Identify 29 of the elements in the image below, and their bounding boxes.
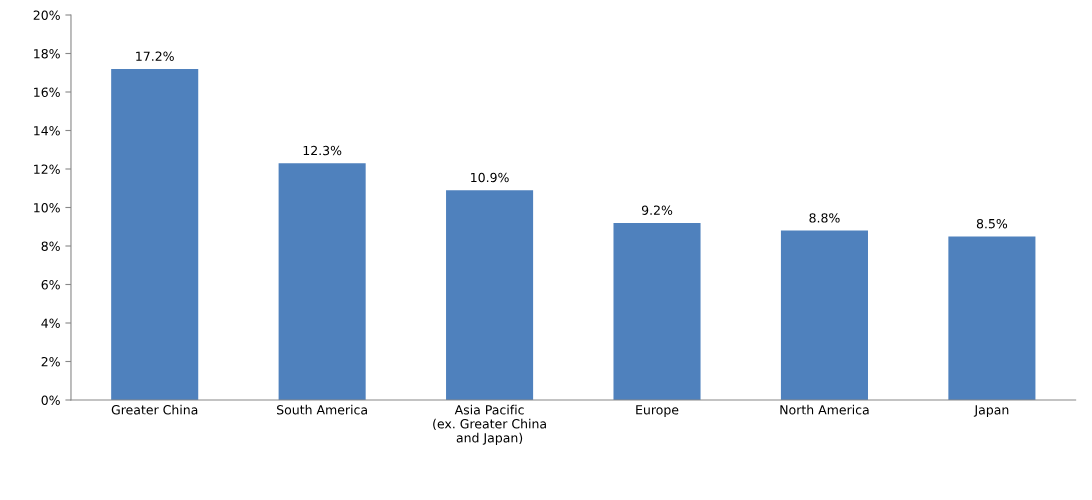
y-tick-label: 8% (41, 241, 60, 251)
y-tick-label: 2% (41, 356, 60, 367)
x-tick-label: Japan (973, 405, 1009, 417)
x-tick-label: South America (277, 404, 367, 415)
bar (613, 222, 701, 400)
y-tick-label: 10% (34, 202, 60, 213)
x-tick-label: Asia Pacific (ex. Greater China and Japan) (433, 404, 546, 445)
data-label: 9.2% (641, 205, 673, 215)
y-tick-label: 20% (33, 10, 60, 20)
x-tick-label: North America (780, 404, 869, 415)
data-label: 8.8% (809, 213, 840, 223)
data-label: 10.9% (471, 172, 509, 183)
bar (278, 163, 366, 400)
x-tick-label: Europe (636, 405, 679, 417)
x-tick-label: Greater China (111, 404, 198, 415)
y-tick-label: 6% (41, 279, 60, 290)
bar (948, 236, 1036, 400)
y-tick-label: 18% (34, 48, 60, 59)
y-tick-label: 0% (41, 395, 60, 405)
y-tick-label: 16% (34, 87, 60, 97)
bar (111, 68, 199, 400)
data-label: 8.5% (976, 218, 1008, 229)
bar (780, 230, 868, 400)
y-tick-label: 12% (34, 164, 60, 174)
data-label: 12.3% (303, 145, 342, 156)
bar (446, 190, 534, 400)
data-label: 17.2% (136, 51, 174, 61)
y-tick-label: 14% (34, 125, 60, 136)
y-tick-label: 4% (41, 318, 60, 328)
